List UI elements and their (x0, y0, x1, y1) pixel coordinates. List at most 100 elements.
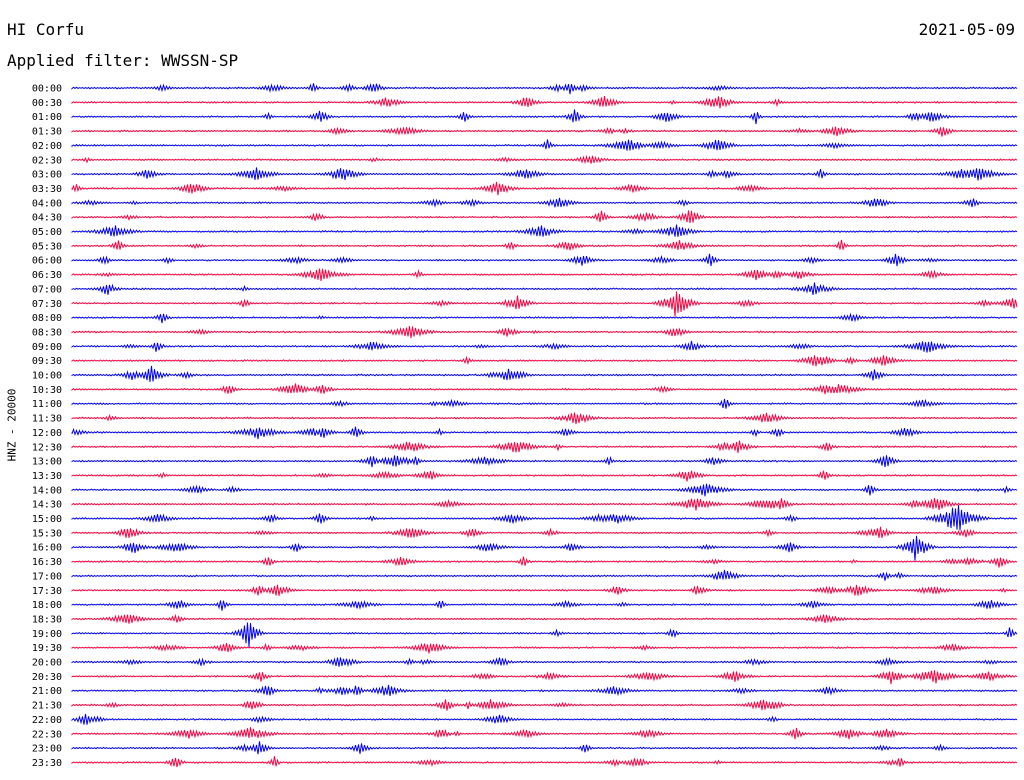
trace-line (71, 569, 1018, 581)
traces-group (71, 82, 1018, 768)
trace-line (71, 526, 1018, 538)
time-tick-label: 11:00 (32, 399, 62, 410)
time-tick-label: 04:00 (32, 198, 62, 209)
time-tick-label: 18:30 (32, 614, 62, 625)
time-tick-label: 13:30 (32, 471, 62, 482)
time-tick-label: 15:00 (32, 514, 62, 525)
trace-line (71, 613, 1018, 624)
time-tick-label: 08:30 (32, 327, 62, 338)
time-tick-label: 14:30 (32, 500, 62, 511)
trace-line (71, 727, 1018, 740)
station-title: HI Corfu (7, 20, 85, 39)
trace-line (71, 239, 1018, 251)
time-tick-label: 11:30 (32, 414, 62, 425)
trace-line (71, 584, 1018, 596)
trace-line (71, 556, 1018, 568)
trace-line (71, 756, 1018, 768)
trace-line (71, 741, 1018, 755)
time-tick-label: 17:30 (32, 586, 62, 597)
time-tick-label: 14:00 (32, 485, 62, 496)
trace-line (71, 197, 1018, 208)
trace-line (71, 398, 1018, 409)
time-tick-label: 05:00 (32, 227, 62, 238)
trace-line (71, 253, 1018, 267)
trace-line (71, 109, 1018, 125)
trace-line (71, 139, 1018, 151)
time-tick-label: 03:30 (32, 184, 62, 195)
plot-date: 2021-05-09 (918, 20, 1015, 39)
time-tick-label: 05:30 (32, 241, 62, 252)
trace-line (71, 291, 1018, 317)
time-tick-label: 02:30 (32, 155, 62, 166)
trace-line (71, 340, 1018, 353)
time-tick-label: 09:30 (32, 356, 62, 367)
trace-line (71, 670, 1018, 685)
time-tick-label: 00:00 (32, 84, 62, 95)
time-tick-label: 19:00 (32, 629, 62, 640)
time-tick-label: 21:30 (32, 701, 62, 712)
trace-line (71, 599, 1018, 611)
time-tick-label: 10:30 (32, 385, 62, 396)
trace-line (71, 154, 1018, 165)
trace-line (71, 505, 1018, 531)
trace-line (71, 622, 1018, 648)
trace-line (71, 312, 1018, 324)
time-tick-label: 17:00 (32, 571, 62, 582)
trace-line (71, 426, 1018, 440)
trace-line (71, 224, 1018, 237)
trace-line (71, 412, 1018, 425)
time-tick-label: 22:30 (32, 729, 62, 740)
time-tick-label: 04:30 (32, 213, 62, 224)
trace-line (71, 535, 1018, 561)
time-tick-label: 10:00 (32, 371, 62, 382)
time-tick-label: 01:30 (32, 127, 62, 138)
trace-line (71, 82, 1018, 95)
time-tick-label: 06:30 (32, 270, 62, 281)
trace-line (71, 713, 1018, 725)
trace-line (71, 210, 1018, 224)
trace-line (71, 326, 1018, 339)
trace-line (71, 181, 1018, 196)
trace-line (71, 126, 1018, 137)
trace-line (71, 684, 1018, 697)
trace-line (71, 657, 1018, 668)
time-tick-label: 01:00 (32, 112, 62, 123)
time-tick-label: 08:00 (32, 313, 62, 324)
trace-line (71, 470, 1018, 482)
time-tick-label: 21:00 (32, 686, 62, 697)
time-tick-label: 15:30 (32, 528, 62, 539)
trace-line (71, 282, 1018, 295)
time-tick-label: 19:30 (32, 643, 62, 654)
time-tick-label: 07:30 (32, 299, 62, 310)
trace-line (71, 355, 1018, 367)
time-tick-label: 23:00 (32, 744, 62, 755)
tick-labels-group: 00:00 00:30 01:00 01:30 02:00 02:30 03:00 03:30… (32, 84, 62, 769)
time-tick-label: 20:30 (32, 672, 62, 683)
time-tick-label: 13:00 (32, 457, 62, 468)
time-tick-label: 22:00 (32, 715, 62, 726)
trace-line (71, 383, 1018, 395)
time-tick-label: 20:00 (32, 658, 62, 669)
time-tick-label: 00:30 (32, 98, 62, 109)
trace-line (71, 642, 1018, 654)
trace-line (71, 167, 1018, 181)
trace-line (71, 96, 1018, 109)
time-tick-label: 06:00 (32, 256, 62, 267)
filter-label: Applied filter: WWSSN-SP (7, 51, 239, 70)
time-tick-label: 07:00 (32, 284, 62, 295)
time-tick-label: 12:30 (32, 442, 62, 453)
trace-line (71, 699, 1018, 711)
time-tick-label: 23:30 (32, 758, 62, 769)
time-tick-label: 09:00 (32, 342, 62, 353)
trace-line (71, 440, 1018, 454)
time-tick-label: 16:30 (32, 557, 62, 568)
time-tick-label: 03:00 (32, 170, 62, 181)
trace-line (71, 268, 1018, 282)
time-tick-label: 02:00 (32, 141, 62, 152)
trace-line (71, 455, 1018, 468)
time-tick-label: 18:00 (32, 600, 62, 611)
trace-line (71, 365, 1018, 382)
time-tick-label: 16:00 (32, 543, 62, 554)
trace-line (71, 498, 1018, 511)
